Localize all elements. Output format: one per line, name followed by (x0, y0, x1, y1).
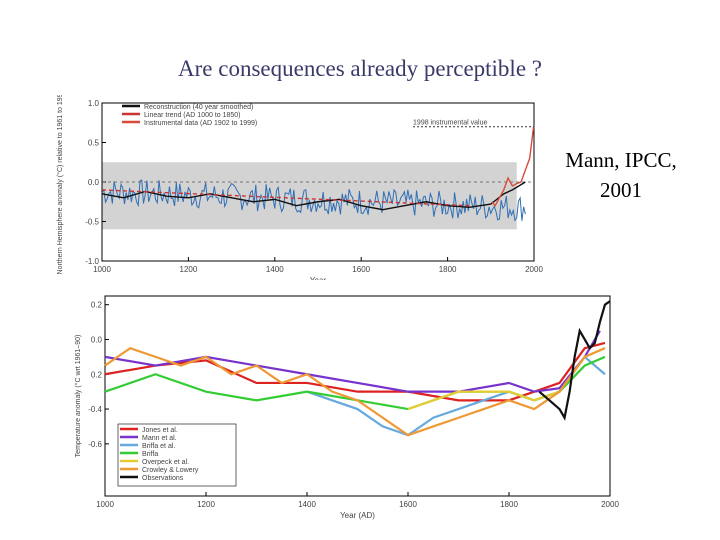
legend-label: Reconstruction (40 year smoothed) (144, 104, 253, 111)
y-tick-label: -0.5 (85, 218, 99, 227)
legend-box (117, 423, 237, 487)
citation-line-2: 2001 (600, 178, 642, 202)
x-axis-label: Year (AD) (340, 511, 375, 520)
x-tick-label: 1200 (197, 500, 215, 509)
hemisphere-temperature-chart: 1000 1200 1400 1600 1800 2000 1.0 0.5 0.0 -0.5 -1.… (56, 95, 543, 280)
y-tick-label: -0.6 (88, 440, 102, 449)
legend-label: Overpeck et al. (142, 459, 189, 466)
x-axis-label: Year (310, 276, 327, 280)
x-tick-label: 1000 (96, 500, 114, 509)
y-tick-label: 1.0 (88, 99, 100, 108)
x-tick-label: 1400 (298, 500, 316, 509)
x-tick-label: 2000 (525, 265, 543, 274)
series-line-observations (538, 300, 611, 421)
x-tick-label: 1600 (352, 265, 370, 274)
plot-frame (104, 295, 611, 497)
y-tick-label: 0.2 (91, 301, 103, 310)
slide-title: Are consequences already perceptible ? (178, 56, 542, 81)
y-tick-label: -0.4 (88, 405, 102, 414)
series-line-linear-trend-ad-1000-to-1850 (101, 189, 470, 207)
multiproxy-temperature-chart: 1000 1200 1400 1600 1800 2000 0.2 0.0 0.2 -0.4 -0.… (74, 295, 619, 520)
legend-label: Briffa et al. (142, 443, 175, 450)
x-tick-label: 2000 (601, 500, 619, 509)
x-tick-label: 1000 (93, 265, 111, 274)
annotation-label: 1998 instrumental value (413, 120, 487, 127)
y-tick-label: 0.2 (91, 370, 103, 379)
legend-label: Linear trend (AD 1000 to 1850) (144, 112, 241, 119)
citation-note: Mann, IPCC, 2001 (556, 145, 686, 205)
series-line-reconstruction-40-year-smoothed (101, 181, 526, 211)
y-axis-label: Northern Hemisphere anomaly (°C) relativ… (56, 95, 64, 274)
x-tick-label: 1400 (266, 265, 284, 274)
legend-label: Instrumental data (AD 1902 to 1999) (144, 120, 257, 127)
uncertainty-band (102, 162, 517, 230)
y-axis-label: Temperature anomaly (°C wrt 1961–90) (74, 335, 82, 458)
series-line-jones-et-al (104, 341, 606, 402)
x-tick-label: 1800 (439, 265, 457, 274)
citation-line-1: Mann, IPCC, (565, 148, 677, 172)
x-tick-label: 1600 (399, 500, 417, 509)
legend-label: Mann et al. (142, 435, 177, 442)
legend-label: Crowley & Lowery (142, 467, 199, 474)
legend-label: Observations (142, 475, 184, 482)
legend-label: Briffa (142, 451, 158, 458)
y-tick-label: 0.0 (91, 335, 103, 344)
y-tick-label: 0.5 (88, 139, 100, 148)
series-line-briffa-et-al (306, 355, 606, 437)
y-tick-label: -1.0 (85, 257, 99, 266)
series-line-crowley-lowery (104, 346, 606, 437)
x-tick-label: 1200 (180, 265, 198, 274)
legend-label: Jones et al. (142, 427, 178, 434)
x-tick-label: 1800 (500, 500, 518, 509)
y-tick-label: 0.0 (88, 178, 100, 187)
series-line-instrumental-data-ad-1902-to-1999 (491, 126, 535, 207)
